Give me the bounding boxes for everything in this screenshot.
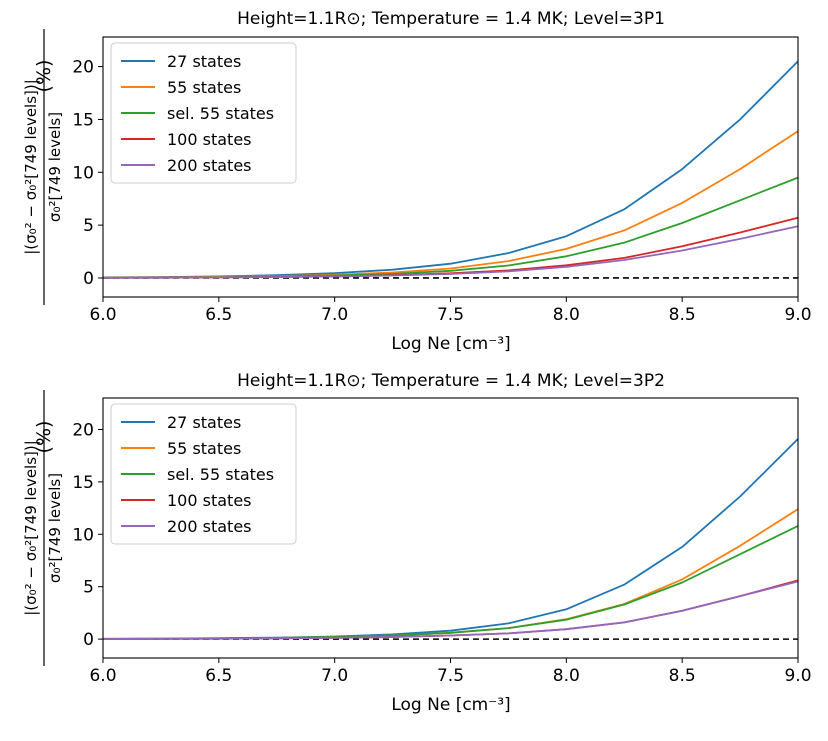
y-axis-label: |(σ₀² − σ₀²[749 levels])| σ₀²[749 levels… (22, 390, 64, 666)
legend-label: sel. 55 states (167, 465, 274, 484)
y-axis-unit: (%) (33, 60, 55, 93)
x-tick-label: 6.0 (89, 666, 116, 686)
y-tick-label: 15 (72, 473, 94, 493)
chart-panel-3p2: Height=1.1R⊙; Temperature = 1.4 MK; Leve… (22, 371, 812, 715)
y-tick-label: 0 (83, 269, 94, 289)
y-axis-label-denominator: σ₀²[749 levels] (46, 112, 64, 222)
x-axis-label: Log Ne [cm⁻³] (391, 695, 510, 715)
y-tick-label: 15 (72, 110, 94, 130)
y-tick-label: 10 (72, 163, 94, 183)
legend-label: 100 states (167, 130, 252, 149)
x-tick-label: 6.5 (205, 305, 232, 325)
x-tick-label: 7.0 (321, 666, 348, 686)
y-tick-label: 5 (83, 216, 94, 236)
plot-area: 6.0 6.5 7.0 7.5 8.0 8.5 9.0 0 5 10 15 20 27 states 55… (72, 36, 812, 325)
x-tick-label: 8.0 (553, 666, 580, 686)
x-tick-label: 7.5 (437, 666, 464, 686)
series-line-200-states (102, 225, 799, 279)
x-tick-label: 8.0 (553, 305, 580, 325)
y-tick-label: 10 (72, 525, 94, 545)
x-tick-label: 8.5 (669, 305, 696, 325)
legend-label: 200 states (167, 517, 252, 536)
x-tick-label: 6.5 (205, 666, 232, 686)
y-tick-label: 5 (83, 578, 94, 598)
legend-label: 55 states (167, 78, 241, 97)
series-line-200-states (102, 580, 799, 640)
chart-title: Height=1.1R⊙; Temperature = 1.4 MK; Leve… (237, 9, 665, 29)
y-axis-label: |(σ₀² − σ₀²[749 levels])| σ₀²[749 levels… (22, 29, 64, 305)
y-axis-label-numerator: |(σ₀² − σ₀²[749 levels])| (22, 440, 40, 616)
x-tick-label: 9.0 (784, 666, 811, 686)
x-axis-label: Log Ne [cm⁻³] (391, 334, 510, 354)
chart-title: Height=1.1R⊙; Temperature = 1.4 MK; Leve… (237, 371, 665, 391)
legend-box (110, 42, 297, 184)
legend-label: 27 states (167, 52, 241, 71)
legend-label: 27 states (167, 413, 241, 432)
y-tick-label: 0 (83, 630, 94, 650)
legend-label: 100 states (167, 491, 252, 510)
x-tick-label: 7.0 (321, 305, 348, 325)
y-tick-label: 20 (72, 58, 94, 78)
legend-label: sel. 55 states (167, 104, 274, 123)
x-tick-label: 7.5 (437, 305, 464, 325)
y-tick-label: 20 (72, 420, 94, 440)
y-axis-label-denominator: σ₀²[749 levels] (46, 473, 64, 583)
plot-area: 6.0 6.5 7.0 7.5 8.0 8.5 9.0 0 5 10 15 20 27 states 55… (72, 397, 812, 686)
x-tick-label: 6.0 (89, 305, 116, 325)
legend-label: 200 states (167, 156, 252, 175)
y-axis-unit: (%) (33, 421, 55, 454)
y-axis-label-numerator: |(σ₀² − σ₀²[749 levels])| (22, 79, 40, 255)
x-tick-label: 8.5 (669, 666, 696, 686)
legend-label: 55 states (167, 439, 241, 458)
chart-panel-3p1: Height=1.1R⊙; Temperature = 1.4 MK; Leve… (22, 9, 812, 354)
legend-box (110, 403, 297, 545)
x-tick-label: 9.0 (784, 305, 811, 325)
